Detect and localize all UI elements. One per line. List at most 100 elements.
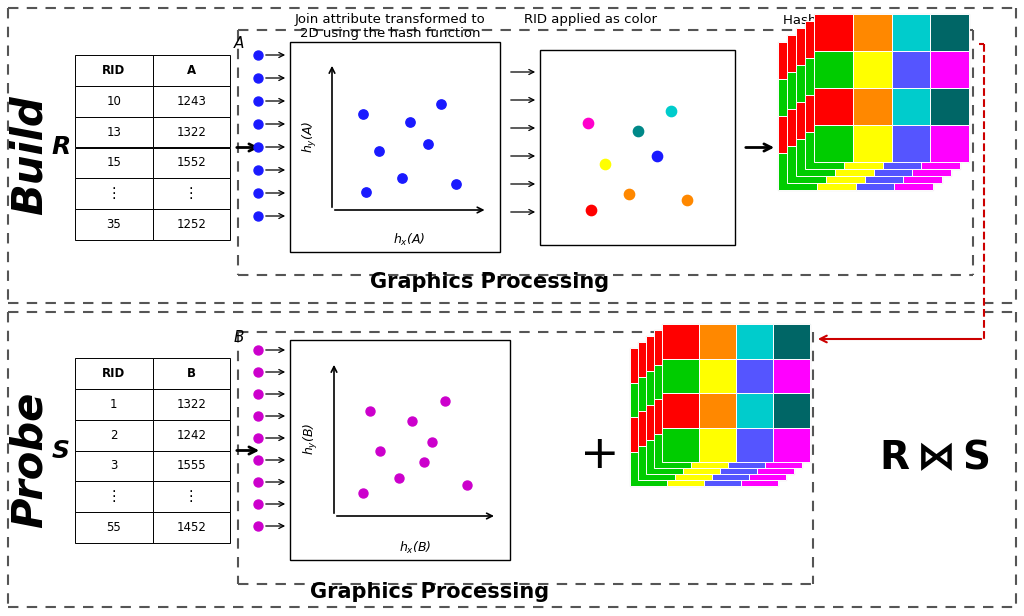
Bar <box>844 58 883 95</box>
Bar <box>667 452 705 486</box>
Point <box>250 211 266 221</box>
Bar <box>741 452 778 486</box>
Text: B: B <box>186 367 196 380</box>
Bar <box>892 51 930 88</box>
Bar <box>630 348 667 383</box>
Text: 1252: 1252 <box>176 218 206 231</box>
Bar <box>805 58 844 95</box>
Bar <box>683 439 720 474</box>
Text: $h_x$(B): $h_x$(B) <box>399 540 432 556</box>
Text: 1555: 1555 <box>176 460 206 472</box>
Bar <box>638 411 675 445</box>
Bar <box>646 405 683 439</box>
Text: $h_x$(A): $h_x$(A) <box>393 232 426 248</box>
Bar <box>817 79 855 116</box>
Text: RID applied as color: RID applied as color <box>523 14 656 26</box>
Bar <box>853 88 892 125</box>
Bar <box>153 512 230 543</box>
Bar <box>75 512 153 543</box>
Bar <box>922 132 961 169</box>
Text: $h_y$(B): $h_y$(B) <box>302 423 321 455</box>
Bar <box>290 340 510 560</box>
Bar <box>153 450 230 481</box>
Bar <box>757 405 794 439</box>
Bar <box>773 359 810 393</box>
Text: +: + <box>581 434 620 479</box>
Bar <box>153 86 230 116</box>
Point <box>580 118 596 128</box>
Point <box>250 119 266 129</box>
Bar <box>654 399 691 434</box>
Bar <box>705 348 741 383</box>
Bar <box>699 324 736 359</box>
Bar <box>691 365 728 399</box>
Bar <box>883 132 922 169</box>
Text: A: A <box>186 64 196 77</box>
Bar <box>778 116 817 153</box>
Text: ⋮: ⋮ <box>184 186 199 201</box>
Bar <box>757 370 794 405</box>
Bar <box>817 153 855 190</box>
Bar <box>153 55 230 86</box>
Bar <box>805 21 844 58</box>
Text: $h_y$(A): $h_y$(A) <box>301 120 319 153</box>
Bar <box>864 146 903 183</box>
Bar <box>787 35 825 72</box>
Point <box>401 117 418 127</box>
Bar <box>864 35 903 72</box>
Bar <box>912 102 951 139</box>
Bar <box>638 376 675 411</box>
Bar <box>864 109 903 146</box>
Bar <box>705 417 741 452</box>
Text: 13: 13 <box>106 126 121 139</box>
Point <box>663 107 679 116</box>
Point <box>250 455 266 465</box>
Bar <box>787 72 825 109</box>
Bar <box>662 324 810 462</box>
Bar <box>835 28 873 65</box>
Text: 1243: 1243 <box>176 95 206 108</box>
Point <box>649 151 666 161</box>
Bar <box>75 450 153 481</box>
Bar <box>699 359 736 393</box>
Bar <box>153 389 230 419</box>
Bar <box>796 139 835 176</box>
Bar <box>654 330 691 365</box>
Point <box>679 195 695 205</box>
Point <box>436 395 453 405</box>
Bar <box>683 405 720 439</box>
Bar <box>787 35 942 183</box>
Bar <box>736 428 773 462</box>
Point <box>449 179 465 188</box>
Bar <box>873 65 912 102</box>
Bar <box>765 399 802 434</box>
Bar <box>153 209 230 240</box>
Text: Join attribute transformed to: Join attribute transformed to <box>295 14 485 26</box>
Bar <box>912 139 951 176</box>
Bar <box>930 14 969 51</box>
Bar <box>894 153 933 190</box>
Bar <box>736 324 773 359</box>
Text: RID: RID <box>102 64 125 77</box>
Point <box>432 99 449 109</box>
Text: 1322: 1322 <box>176 126 206 139</box>
Bar <box>773 428 810 462</box>
Bar <box>894 42 933 79</box>
Bar <box>654 330 802 468</box>
Bar <box>835 139 873 176</box>
Point <box>250 433 266 443</box>
Bar <box>712 376 749 411</box>
Bar <box>741 348 778 383</box>
Point <box>250 50 266 60</box>
Bar <box>749 445 786 480</box>
Bar <box>778 79 817 116</box>
Bar <box>894 116 933 153</box>
Bar <box>757 336 794 370</box>
Bar <box>699 428 736 462</box>
Bar <box>864 72 903 109</box>
Bar <box>691 399 728 434</box>
Point <box>355 488 372 498</box>
Bar <box>853 14 892 51</box>
Bar <box>638 342 675 376</box>
Bar <box>75 179 153 209</box>
